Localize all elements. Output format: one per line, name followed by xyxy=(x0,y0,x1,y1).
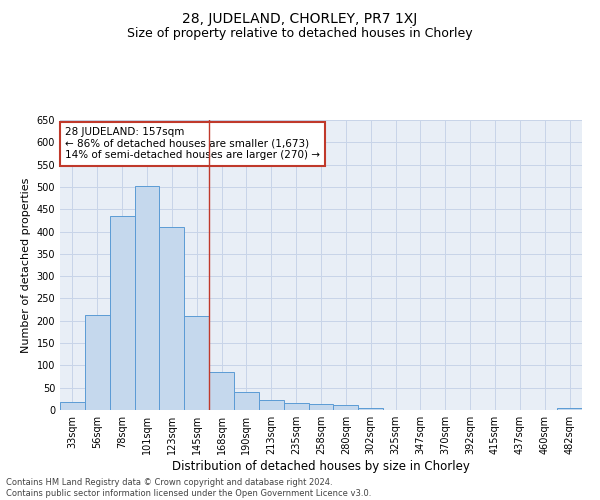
Bar xyxy=(60,402,85,410)
Bar xyxy=(184,316,209,410)
Bar xyxy=(234,392,259,410)
Bar xyxy=(358,408,383,410)
Bar xyxy=(284,403,308,410)
Bar xyxy=(308,404,334,410)
Y-axis label: Number of detached properties: Number of detached properties xyxy=(21,178,31,352)
Bar xyxy=(160,227,184,410)
Text: Contains HM Land Registry data © Crown copyright and database right 2024.
Contai: Contains HM Land Registry data © Crown c… xyxy=(6,478,371,498)
Bar xyxy=(110,216,134,410)
Text: Size of property relative to detached houses in Chorley: Size of property relative to detached ho… xyxy=(127,28,473,40)
X-axis label: Distribution of detached houses by size in Chorley: Distribution of detached houses by size … xyxy=(172,460,470,473)
Text: 28, JUDELAND, CHORLEY, PR7 1XJ: 28, JUDELAND, CHORLEY, PR7 1XJ xyxy=(182,12,418,26)
Bar xyxy=(557,408,582,410)
Bar xyxy=(334,405,358,410)
Text: 28 JUDELAND: 157sqm
← 86% of detached houses are smaller (1,673)
14% of semi-det: 28 JUDELAND: 157sqm ← 86% of detached ho… xyxy=(65,127,320,160)
Bar xyxy=(259,400,284,410)
Bar xyxy=(85,316,110,410)
Bar xyxy=(209,372,234,410)
Bar xyxy=(134,186,160,410)
